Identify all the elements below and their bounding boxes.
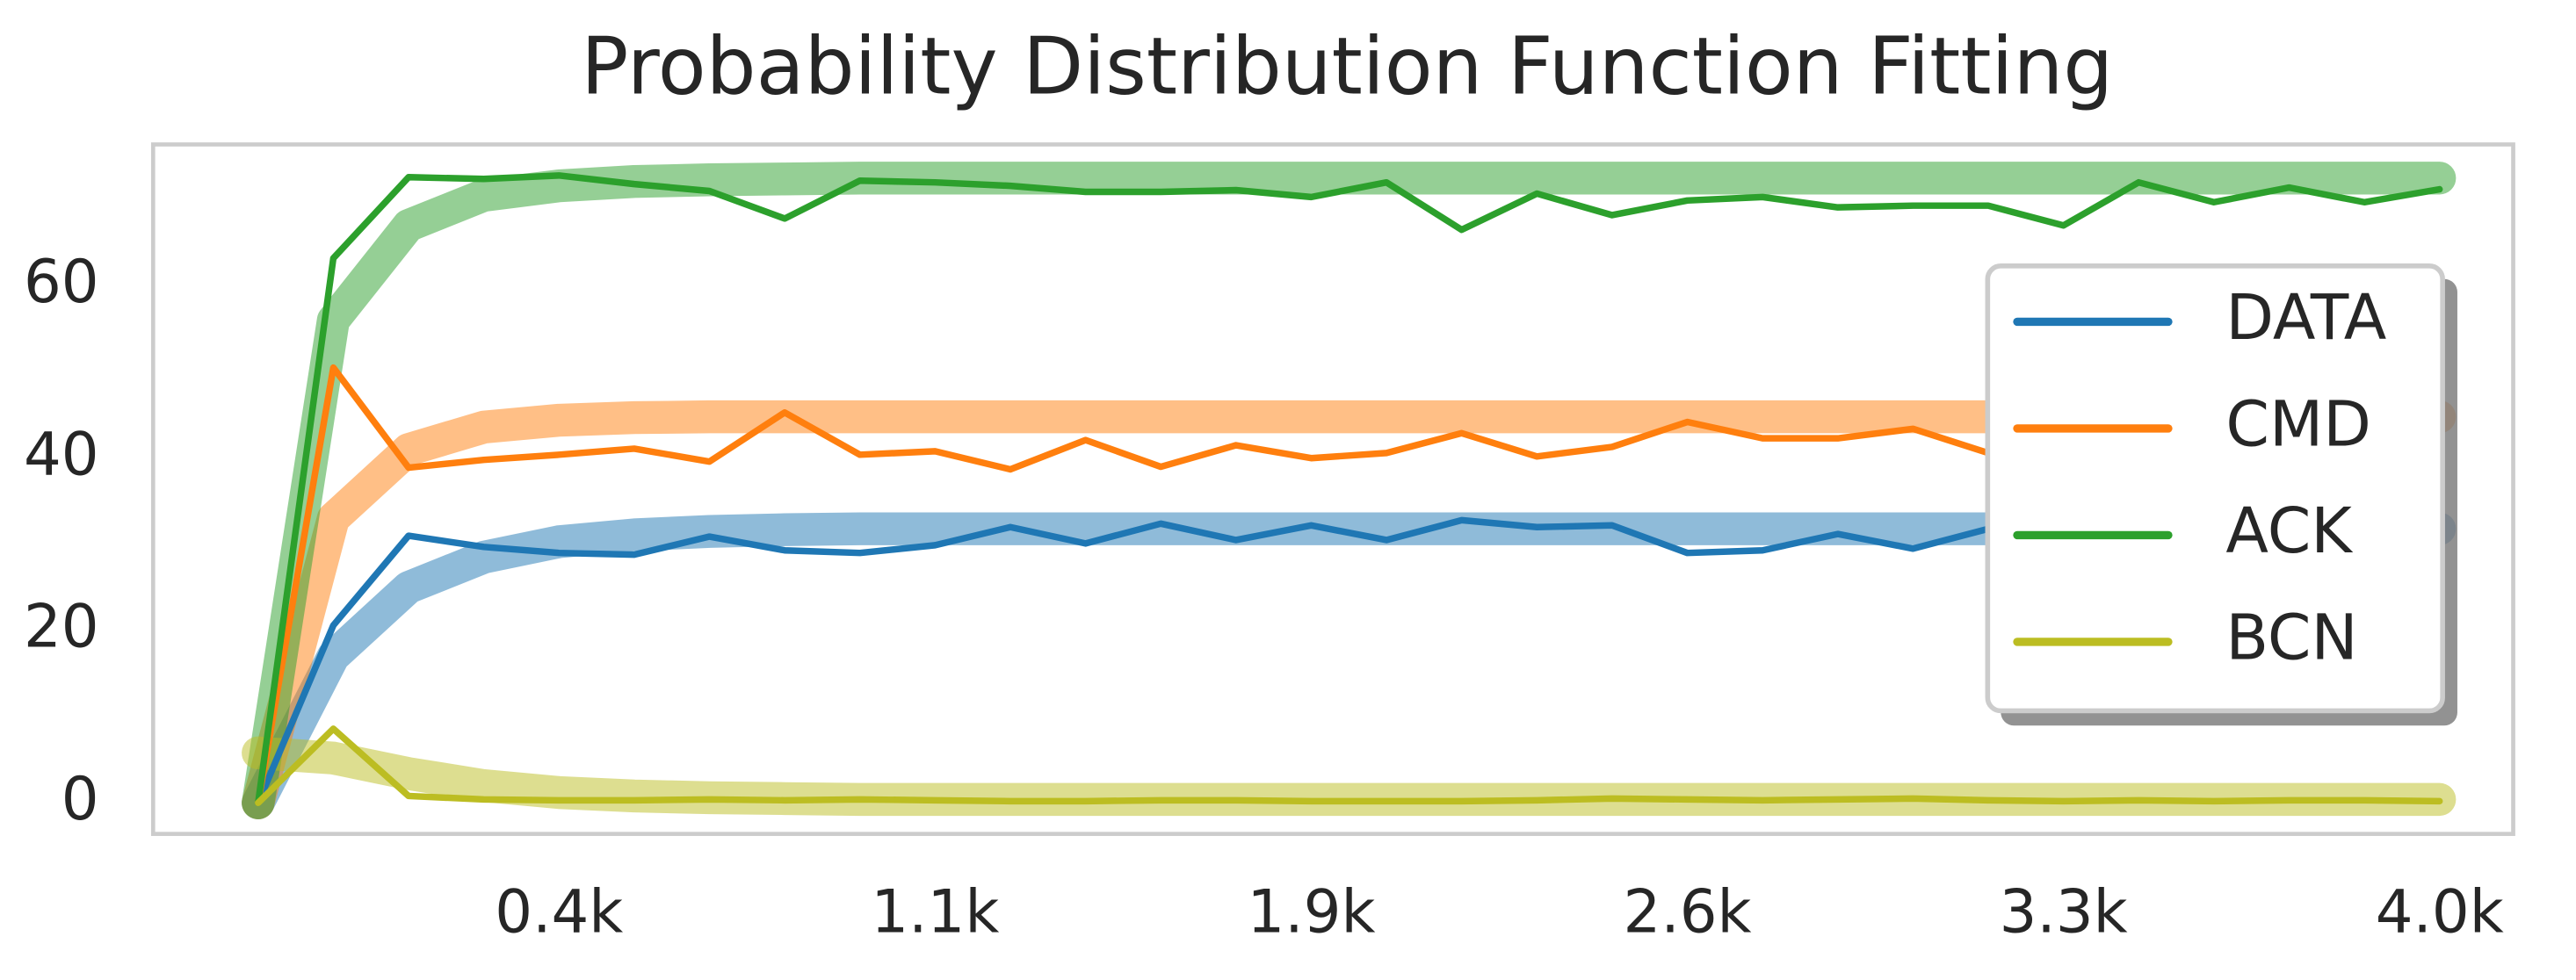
y-tick-label: 20 <box>24 593 99 661</box>
x-tick-label: 3.3k <box>2000 878 2128 947</box>
chart-title: Probability Distribution Function Fittin… <box>581 22 2113 113</box>
data-line <box>255 172 2443 807</box>
plot-frame <box>150 142 2515 836</box>
legend-label: DATA <box>2225 281 2386 354</box>
x-tick-label: 0.4k <box>495 878 623 947</box>
legend-label: ACK <box>2225 494 2354 567</box>
legend-label: CMD <box>2225 387 2371 460</box>
y-tick-label: 40 <box>24 420 99 488</box>
x-tick-label: 1.1k <box>871 878 999 947</box>
y-tick-label: 60 <box>24 248 99 316</box>
data-line <box>255 725 2443 807</box>
x-tick-label: 1.9k <box>1247 878 1375 947</box>
y-tick-label: 0 <box>62 765 99 833</box>
x-tick-label: 4.0k <box>2376 878 2504 947</box>
x-tick-label: 2.6k <box>1624 878 1752 947</box>
legend-label: BCN <box>2225 601 2357 674</box>
legend-box <box>1985 263 2445 714</box>
legend: DATA CMD ACK BCN <box>1985 263 2457 726</box>
